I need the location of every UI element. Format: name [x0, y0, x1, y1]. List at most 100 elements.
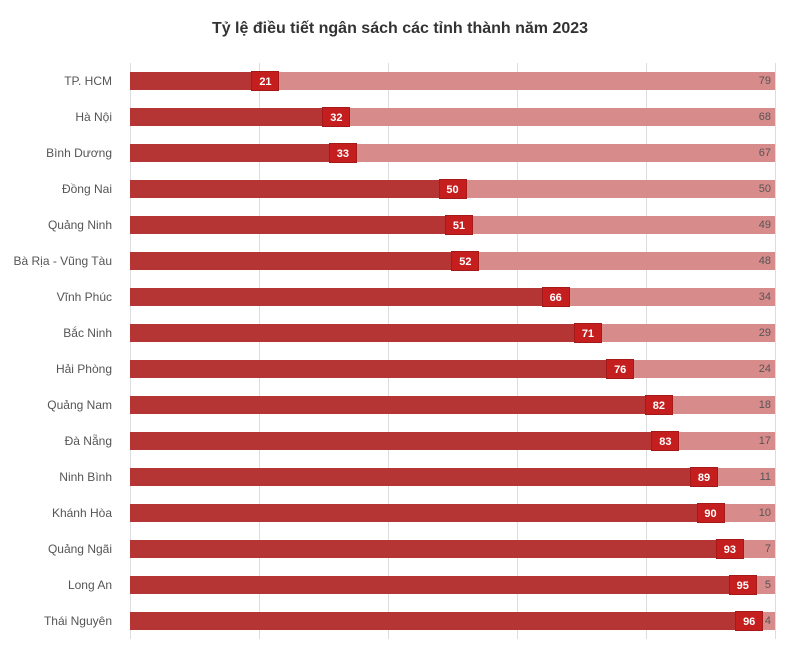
bar-segment-2: 18 [659, 396, 775, 414]
value-end: 68 [759, 111, 771, 123]
value-badge: 51 [445, 215, 473, 235]
bar-segment-2: 24 [620, 360, 775, 378]
value-end: 67 [759, 147, 771, 159]
value-badge: 33 [329, 143, 357, 163]
bar-segment-1: 93 [130, 540, 730, 558]
chart-row: Quảng Nam8218 [130, 387, 775, 423]
value-end: 79 [759, 75, 771, 87]
value-badge: 21 [251, 71, 279, 91]
bar-segment-2: 48 [465, 252, 775, 270]
bar-segment-1: 21 [130, 72, 265, 90]
value-badge: 93 [716, 539, 744, 559]
bar-stack: 33 67 [130, 144, 775, 162]
bar-segment-2: 67 [343, 144, 775, 162]
chart-row: Bình Dương3367 [130, 135, 775, 171]
value-end: 29 [759, 327, 771, 339]
bar-stack: 71 29 [130, 324, 775, 342]
bar-segment-1: 52 [130, 252, 465, 270]
bar-stack: 76 24 [130, 360, 775, 378]
value-end: 34 [759, 291, 771, 303]
bar-segment-1: 66 [130, 288, 556, 306]
row-label: Quảng Ninh [10, 218, 120, 232]
bar-segment-2: 29 [588, 324, 775, 342]
bar-segment-2: 79 [265, 72, 775, 90]
value-badge: 96 [735, 611, 763, 631]
bar-segment-2: 34 [556, 288, 775, 306]
bar-segment-1: 83 [130, 432, 665, 450]
bar-segment-2: 49 [459, 216, 775, 234]
row-label: Bắc Ninh [10, 326, 120, 340]
chart-area: TP. HCM2179Hà Nội3268Bình Dương3367Đồng … [130, 63, 775, 639]
value-end: 17 [759, 435, 771, 447]
value-badge: 66 [542, 287, 570, 307]
value-badge: 83 [651, 431, 679, 451]
value-end: 11 [760, 471, 771, 483]
value-badge: 32 [322, 107, 350, 127]
row-label: Khánh Hòa [10, 506, 120, 520]
bar-segment-1: 71 [130, 324, 588, 342]
value-badge: 90 [697, 503, 725, 523]
bar-stack: 95 5 [130, 576, 775, 594]
chart-row: Ninh Bình8911 [130, 459, 775, 495]
bar-stack: 32 68 [130, 108, 775, 126]
bar-stack: 8218 [130, 396, 775, 414]
chart-row: Bắc Ninh7129 [130, 315, 775, 351]
bar-segment-1: 90 [130, 504, 711, 522]
chart-title: Tỷ lệ điều tiết ngân sách các tỉnh thành… [10, 20, 790, 38]
bar-stack: 5050 [130, 180, 775, 198]
bar-segment-1: 51 [130, 216, 459, 234]
row-label: TP. HCM [10, 74, 120, 88]
row-label: Đà Nẵng [10, 434, 120, 448]
bar-segment-1: 95 [130, 576, 743, 594]
chart-row: Quảng Ngãi937 [130, 531, 775, 567]
value-badge: 82 [645, 395, 673, 415]
bar-stack: 93 7 [130, 540, 775, 558]
bar-segment-2: 50 [453, 180, 776, 198]
bar-segment-1: 76 [130, 360, 620, 378]
chart-row: TP. HCM2179 [130, 63, 775, 99]
value-end: 24 [759, 363, 771, 375]
bar-segment-1: 89 [130, 468, 704, 486]
chart-row: Vĩnh Phúc6634 [130, 279, 775, 315]
value-end: 4 [765, 615, 771, 627]
row-label: Bà Rịa - Vũng Tàu [10, 254, 120, 268]
bar-stack: 51 49 [130, 216, 775, 234]
bar-segment-1: 50 [130, 180, 453, 198]
row-label: Quảng Nam [10, 398, 120, 412]
bar-segment-2: 17 [665, 432, 775, 450]
value-badge: 52 [451, 251, 479, 271]
row-label: Đồng Nai [10, 182, 120, 196]
chart-row: Quảng Ninh5149 [130, 207, 775, 243]
value-end: 10 [759, 507, 771, 519]
row-label: Thái Nguyên [10, 614, 120, 628]
row-label: Quảng Ngãi [10, 542, 120, 556]
value-badge: 50 [439, 179, 467, 199]
bar-segment-1: 82 [130, 396, 659, 414]
chart-row: Hà Nội3268 [130, 99, 775, 135]
bar-stack: 90 10 [130, 504, 775, 522]
chart-row: Thái Nguyên964 [130, 603, 775, 639]
value-badge: 89 [690, 467, 718, 487]
chart-row: Khánh Hòa9010 [130, 495, 775, 531]
bar-segment-2: 68 [336, 108, 775, 126]
bar-stack: 21 79 [130, 72, 775, 90]
value-end: 48 [759, 255, 771, 267]
bar-stack: 52 48 [130, 252, 775, 270]
bar-segment-1: 32 [130, 108, 336, 126]
value-end: 7 [765, 543, 771, 555]
row-label: Bình Dương [10, 146, 120, 160]
value-end: 49 [759, 219, 771, 231]
row-label: Vĩnh Phúc [10, 290, 120, 304]
bar-stack: 89 11 [130, 468, 775, 486]
chart-row: Đồng Nai5050 [130, 171, 775, 207]
value-badge: 95 [729, 575, 757, 595]
chart-row: Hải Phòng7624 [130, 351, 775, 387]
value-end: 5 [765, 579, 771, 591]
bar-stack: 83 17 [130, 432, 775, 450]
value-badge: 76 [606, 359, 634, 379]
bar-segment-1: 33 [130, 144, 343, 162]
row-label: Hà Nội [10, 110, 120, 124]
chart-row: Long An955 [130, 567, 775, 603]
row-label: Long An [10, 578, 120, 592]
chart-row: Đà Nẵng8317 [130, 423, 775, 459]
